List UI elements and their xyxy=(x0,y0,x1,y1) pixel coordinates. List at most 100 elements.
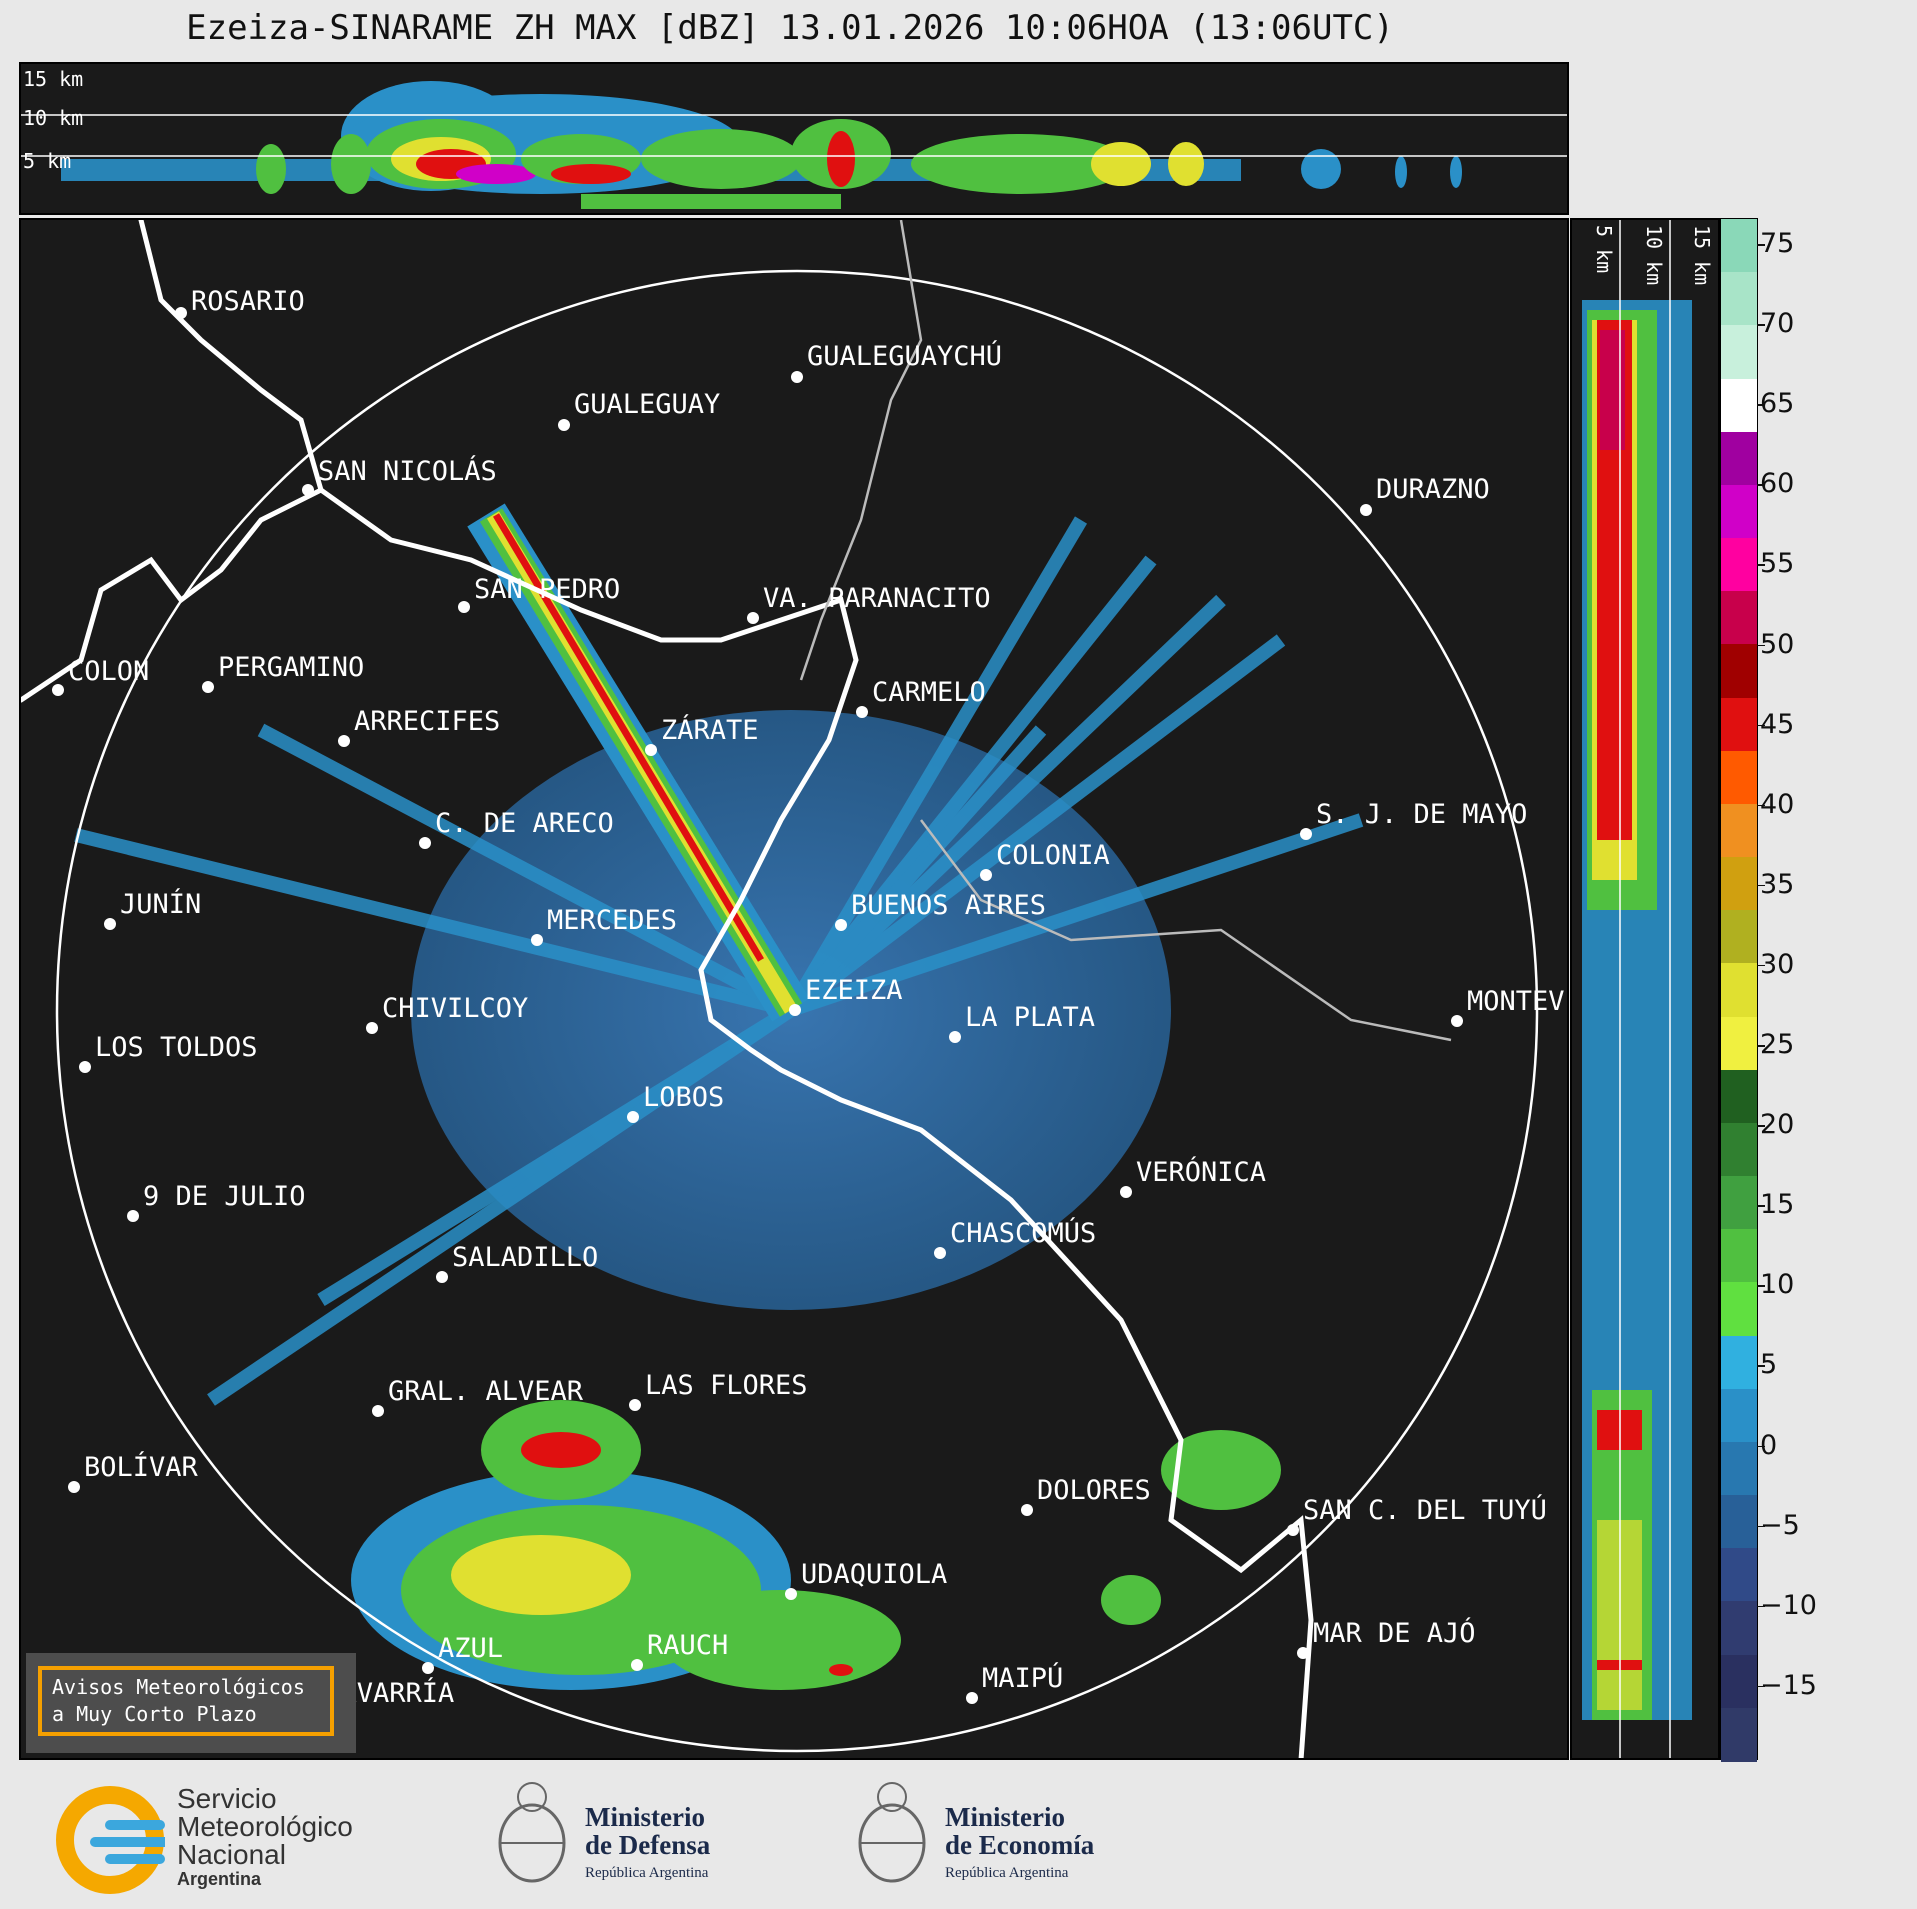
city-marker xyxy=(79,1061,91,1073)
city-marker xyxy=(436,1271,448,1283)
top-height-label: 15 km xyxy=(23,67,83,91)
city-marker xyxy=(835,919,847,931)
defensa-line1: Ministerio xyxy=(585,1802,705,1832)
colorbar-tick-label: 20 xyxy=(1756,1109,1795,1141)
borders xyxy=(799,219,1452,1042)
city-marker xyxy=(966,1692,978,1704)
colorbar-tick-label: 15 xyxy=(1756,1189,1795,1221)
colorbar-tick-label: 75 xyxy=(1756,228,1795,259)
southern-storm xyxy=(351,1400,1281,1690)
colorbar-tick-label: 70 xyxy=(1756,308,1795,340)
avisos-line2: a Muy Corto Plazo xyxy=(52,1702,257,1726)
economia-logo[interactable]: Ministerio de Economía República Argenti… xyxy=(855,1775,1135,1895)
city-label: 9 DE JULIO xyxy=(143,1181,306,1212)
city-label: SALADILLO xyxy=(452,1242,598,1273)
range-ring xyxy=(55,269,1539,1753)
city-label: GUALEGUAYCHÚ xyxy=(807,340,1002,372)
city-marker xyxy=(949,1031,961,1043)
colorbar-tick-label: 55 xyxy=(1756,548,1795,580)
city-label: SAN NICOLÁS xyxy=(318,455,497,487)
colorbar xyxy=(1720,218,1758,1762)
colorbar-tick-label: −15 xyxy=(1757,1669,1817,1701)
colorbar-segment xyxy=(1721,750,1757,805)
city-label: ROSARIO xyxy=(191,286,305,317)
top-height-label: 5 km xyxy=(23,149,71,173)
city-label: ARRECIFES xyxy=(354,706,500,737)
city-label: C. DE ARECO xyxy=(435,808,614,839)
city-marker xyxy=(1451,1015,1463,1027)
smn-logo[interactable]: Servicio Meteorológico Nacional Argentin… xyxy=(55,1785,385,1895)
colorbar-segment xyxy=(1721,1229,1757,1284)
city-marker xyxy=(629,1399,641,1411)
smn-line2: Meteorológico xyxy=(177,1811,353,1842)
city-label: GRAL. ALVEAR xyxy=(388,1376,584,1407)
city-label: DOLORES xyxy=(1037,1475,1151,1506)
smn-line3: Nacional xyxy=(177,1839,286,1870)
city-label: MONTEV xyxy=(1467,986,1565,1017)
colorbar-segment xyxy=(1721,1654,1757,1709)
defensa-line2: de Defensa xyxy=(585,1830,711,1860)
city-marker xyxy=(791,371,803,383)
defensa-line3: República Argentina xyxy=(585,1865,709,1881)
top-cross-section-panel: 15 km 10 km 5 km xyxy=(19,62,1569,215)
side-cross-section-plot: 5 km 10 km 15 km xyxy=(1582,220,1714,1758)
coastline xyxy=(18,217,1314,1763)
argentina-coat-of-arms-icon xyxy=(498,1782,566,1883)
colorbar-segment xyxy=(1721,1176,1757,1231)
city-label: UDAQUIOLA xyxy=(801,1559,947,1590)
smn-line1: Servicio xyxy=(177,1783,277,1814)
colorbar-segment xyxy=(1721,484,1757,540)
city-label: VERÓNICA xyxy=(1136,1156,1266,1188)
city-label: PERGAMINO xyxy=(218,652,364,683)
city-label: S. J. DE MAYO xyxy=(1316,799,1527,830)
colorbar-tick-label: 0 xyxy=(1756,1429,1778,1461)
city-label: LA PLATA xyxy=(965,1002,1095,1033)
city-marker xyxy=(934,1247,946,1259)
colorbar-segment xyxy=(1721,378,1757,433)
city-marker xyxy=(785,1588,797,1600)
city-label: LOS TOLDOS xyxy=(95,1032,258,1063)
city-label: CARMELO xyxy=(872,677,986,708)
colorbar-segment xyxy=(1721,1069,1757,1124)
city-marker xyxy=(366,1022,378,1034)
colorbar-segment xyxy=(1721,1122,1757,1178)
colorbar-tick-label: 60 xyxy=(1756,468,1795,500)
city-marker xyxy=(52,684,64,696)
city-marker xyxy=(338,735,350,747)
colorbar-segment xyxy=(1721,538,1757,593)
smn-logo-icon xyxy=(56,1786,170,1894)
colorbar-tick-label: 5 xyxy=(1756,1349,1778,1381)
city-marker xyxy=(372,1405,384,1417)
colorbar-segment xyxy=(1721,325,1757,380)
city-label: COLON xyxy=(68,656,149,687)
city-marker xyxy=(531,934,543,946)
colorbar-segment xyxy=(1721,644,1757,699)
colorbar-tick-label: −10 xyxy=(1757,1589,1817,1621)
side-height-label: 10 km xyxy=(1642,225,1666,285)
colorbar-segment xyxy=(1721,910,1757,965)
city-label: JUNÍN xyxy=(120,888,201,920)
city-label: SAN PEDRO xyxy=(474,574,620,605)
defensa-logo[interactable]: Ministerio de Defensa República Argentin… xyxy=(495,1775,755,1895)
top-cross-section-plot: 15 km 10 km 5 km xyxy=(21,67,1567,209)
colorbar-tick-label: −5 xyxy=(1757,1509,1800,1541)
colorbar-tick-label: 65 xyxy=(1756,388,1795,420)
city-label: COLONIA xyxy=(996,840,1110,871)
colorbar-segment xyxy=(1721,272,1757,327)
city-label: LOBOS xyxy=(643,1082,724,1113)
colorbar-segment xyxy=(1721,697,1757,752)
colorbar-tick-label: 35 xyxy=(1756,868,1795,900)
economia-line1: Ministerio xyxy=(945,1802,1065,1832)
avisos-button[interactable]: Avisos Meteorológicos a Muy Corto Plazo xyxy=(38,1666,334,1736)
city-marker xyxy=(980,869,992,881)
city-marker xyxy=(1360,504,1372,516)
city-marker xyxy=(558,419,570,431)
city-label: MAIPÚ xyxy=(982,1662,1063,1694)
city-marker xyxy=(856,706,868,718)
city-marker xyxy=(789,1004,801,1016)
colorbar-segment xyxy=(1721,857,1757,912)
colorbar-tick-label: 25 xyxy=(1756,1029,1795,1060)
city-marker xyxy=(127,1210,139,1222)
city-label: BOLÍVAR xyxy=(84,1451,199,1483)
radar-map-panel: ROSARIO GUALEGUAYCHÚ GUALEGUAY SAN NICOL… xyxy=(18,217,1569,1763)
